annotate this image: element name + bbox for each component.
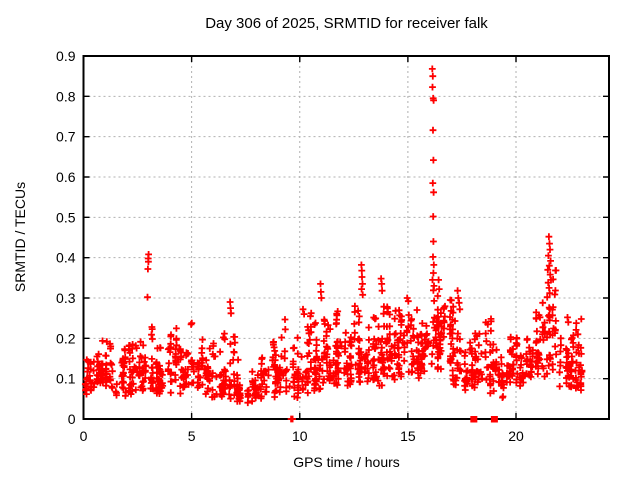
y-tick-label: 0 [68,411,76,427]
x-axis-label: GPS time / hours [293,454,400,470]
grid-lines [83,56,609,419]
x-tick-label: 5 [188,428,196,444]
x-tick-label: 15 [400,428,416,444]
tick-marks [82,55,609,420]
y-tick-label: 0.6 [56,169,76,185]
y-tick-label: 0.1 [56,371,76,387]
x-tick-label: 0 [80,428,88,444]
y-tick-label: 0.2 [56,330,76,346]
y-tick-label: 0.8 [56,88,76,104]
zero-line-square-marker [490,416,498,423]
x-tick-label: 10 [292,428,308,444]
y-tick-label: 0.7 [56,129,76,145]
scatter-markers [81,65,586,423]
y-tick-label: 0.4 [56,250,76,266]
y-tick-label: 0.3 [56,290,76,306]
plot-border [82,55,610,420]
y-tick-label: 0.5 [56,209,76,225]
y-tick-label: 0.9 [56,48,76,64]
chart-title: Day 306 of 2025, SRMTID for receiver fal… [205,15,488,32]
x-tick-label: 20 [508,428,524,444]
zero-line-square-marker [470,416,478,423]
